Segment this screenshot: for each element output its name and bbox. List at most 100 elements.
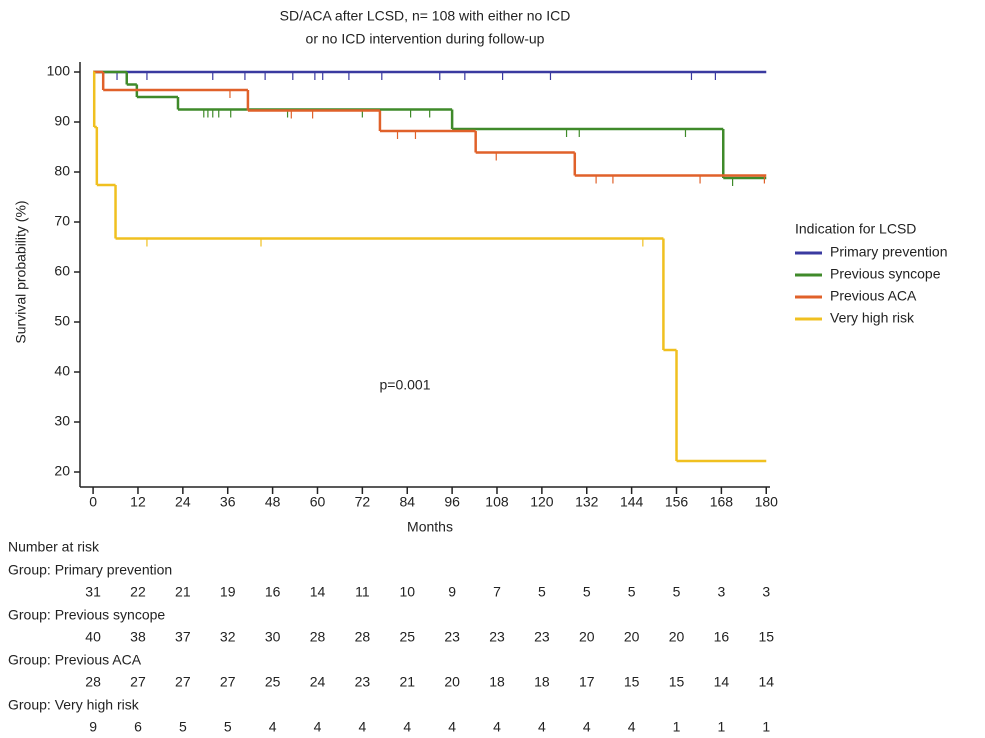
risk-row-label: Group: Primary prevention [8, 562, 172, 578]
risk-count: 18 [489, 674, 505, 690]
risk-count: 14 [758, 674, 774, 690]
risk-count: 32 [220, 629, 236, 645]
risk-count: 23 [534, 629, 550, 645]
x-tick-label: 144 [620, 494, 644, 510]
x-tick-label: 120 [530, 494, 554, 510]
risk-count: 20 [444, 674, 460, 690]
risk-count: 19 [220, 584, 236, 600]
x-tick-label: 0 [89, 494, 97, 510]
risk-count: 18 [534, 674, 550, 690]
risk-count: 23 [444, 629, 460, 645]
legend-label: Previous ACA [830, 288, 917, 304]
y-tick-label: 90 [54, 113, 70, 129]
risk-count: 28 [310, 629, 326, 645]
legend-label: Previous syncope [830, 266, 941, 282]
risk-count: 1 [762, 719, 770, 735]
x-tick-label: 48 [265, 494, 281, 510]
x-tick-label: 36 [220, 494, 236, 510]
risk-count: 27 [220, 674, 236, 690]
risk-count: 6 [134, 719, 142, 735]
risk-count: 27 [175, 674, 191, 690]
risk-count: 27 [130, 674, 146, 690]
y-axis-label: Survival probability (%) [13, 200, 29, 343]
y-tick-label: 70 [54, 213, 70, 229]
risk-table-title: Number at risk [8, 539, 100, 555]
risk-count: 4 [403, 719, 411, 735]
risk-count: 9 [448, 584, 456, 600]
x-tick-label: 12 [130, 494, 146, 510]
risk-count: 21 [175, 584, 191, 600]
x-tick-label: 72 [355, 494, 371, 510]
risk-count: 10 [399, 584, 415, 600]
y-tick-label: 40 [54, 363, 70, 379]
risk-count: 23 [489, 629, 505, 645]
risk-count: 4 [269, 719, 277, 735]
annotation: p=0.001 [380, 377, 431, 393]
risk-row-label: Group: Very high risk [8, 697, 140, 713]
risk-count: 4 [448, 719, 456, 735]
risk-count: 17 [579, 674, 595, 690]
risk-count: 5 [628, 584, 636, 600]
risk-count: 14 [714, 674, 730, 690]
risk-count: 25 [265, 674, 281, 690]
y-tick-label: 20 [54, 463, 70, 479]
x-tick-label: 180 [755, 494, 779, 510]
risk-count: 5 [179, 719, 187, 735]
risk-count: 28 [355, 629, 371, 645]
risk-count: 16 [265, 584, 281, 600]
risk-count: 4 [538, 719, 546, 735]
y-tick-label: 60 [54, 263, 70, 279]
risk-count: 15 [669, 674, 685, 690]
y-tick-label: 30 [54, 413, 70, 429]
risk-count: 22 [130, 584, 146, 600]
risk-count: 4 [628, 719, 636, 735]
risk-count: 4 [493, 719, 501, 735]
x-tick-label: 60 [310, 494, 326, 510]
risk-count: 4 [358, 719, 366, 735]
x-tick-label: 108 [485, 494, 509, 510]
risk-count: 16 [714, 629, 730, 645]
y-tick-label: 80 [54, 163, 70, 179]
risk-count: 30 [265, 629, 281, 645]
risk-count: 14 [310, 584, 326, 600]
risk-count: 37 [175, 629, 191, 645]
risk-count: 7 [493, 584, 501, 600]
risk-count: 5 [538, 584, 546, 600]
risk-count: 20 [624, 629, 640, 645]
risk-row-label: Group: Previous ACA [8, 652, 142, 668]
risk-count: 23 [355, 674, 371, 690]
risk-count: 3 [717, 584, 725, 600]
risk-count: 20 [579, 629, 595, 645]
risk-count: 4 [314, 719, 322, 735]
legend-label: Very high risk [830, 310, 915, 326]
x-axis-label: Months [407, 519, 453, 535]
risk-count: 20 [669, 629, 685, 645]
legend-title: Indication for LCSD [795, 221, 916, 237]
risk-count: 21 [399, 674, 415, 690]
risk-count: 28 [85, 674, 101, 690]
y-tick-label: 100 [47, 63, 71, 79]
risk-count: 24 [310, 674, 326, 690]
x-tick-label: 168 [710, 494, 734, 510]
x-tick-label: 132 [575, 494, 599, 510]
risk-count: 11 [355, 584, 370, 600]
risk-count: 1 [673, 719, 681, 735]
risk-count: 25 [399, 629, 415, 645]
chart-title: SD/ACA after LCSD, n= 108 with either no… [280, 8, 571, 24]
risk-count: 1 [717, 719, 725, 735]
risk-count: 5 [673, 584, 681, 600]
x-tick-label: 156 [665, 494, 689, 510]
risk-count: 15 [758, 629, 774, 645]
chart-title: or no ICD intervention during follow-up [306, 31, 545, 47]
x-tick-label: 96 [444, 494, 460, 510]
risk-count: 15 [624, 674, 640, 690]
risk-count: 5 [583, 584, 591, 600]
y-tick-label: 50 [54, 313, 70, 329]
risk-count: 38 [130, 629, 146, 645]
risk-count: 4 [583, 719, 591, 735]
x-tick-label: 84 [399, 494, 415, 510]
risk-count: 31 [85, 584, 101, 600]
legend-label: Primary prevention [830, 244, 948, 260]
risk-count: 9 [89, 719, 97, 735]
